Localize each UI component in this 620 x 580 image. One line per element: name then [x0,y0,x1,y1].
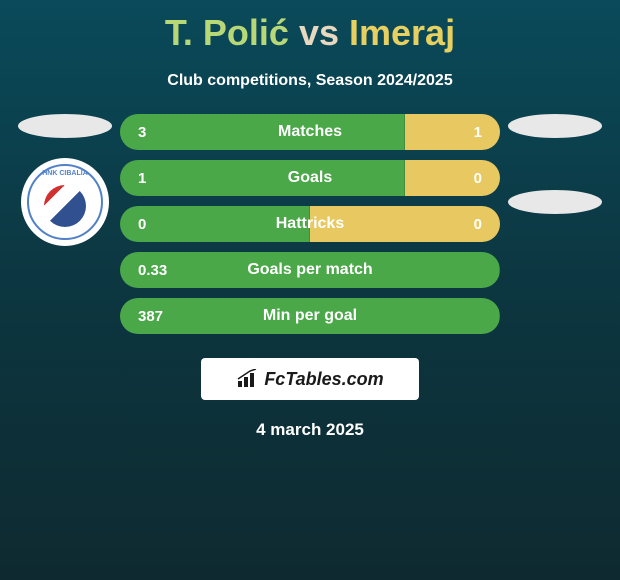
stat-label: Hattricks [178,215,442,233]
vs-text: vs [299,12,339,53]
stats-column: 3Matches11Goals00Hattricks00.33Goals per… [120,114,500,334]
stat-label: Goals per match [178,261,442,279]
stat-value-left: 387 [138,308,178,325]
right-side-column [500,114,610,334]
stat-content: 3Matches1 [120,123,500,141]
player1-club-logo: HNK CIBALIA [21,158,109,246]
stat-content: 1Goals0 [120,169,500,187]
stat-row: 0Hattricks0 [120,206,500,242]
stat-row: 1Goals0 [120,160,500,196]
stat-row: 3Matches1 [120,114,500,150]
stat-content: 0.33Goals per match [120,261,500,279]
player2-club-placeholder [508,190,602,214]
comparison-content: HNK CIBALIA 3Matches11Goals00Hattricks00… [0,114,620,334]
stat-value-right: 0 [442,170,482,187]
stat-row: 387Min per goal [120,298,500,334]
stat-label: Goals [178,169,442,187]
footer-brand-badge[interactable]: FcTables.com [201,358,419,400]
stat-label: Matches [178,123,442,141]
stat-label: Min per goal [178,307,442,325]
club-logo-name: HNK CIBALIA [42,170,88,177]
player2-name: Imeraj [349,12,455,53]
date-text: 4 march 2025 [0,420,620,440]
player1-photo-placeholder [18,114,112,138]
club-logo-ring: HNK CIBALIA [27,164,103,240]
stat-value-left: 3 [138,124,178,141]
stat-value-right: 0 [442,216,482,233]
stat-content: 0Hattricks0 [120,215,500,233]
left-side-column: HNK CIBALIA [10,114,120,334]
stat-row: 0.33Goals per match [120,252,500,288]
stat-value-right: 1 [442,124,482,141]
stat-value-left: 1 [138,170,178,187]
stat-value-left: 0.33 [138,262,178,279]
comparison-title: T. Polić vs Imeraj [0,0,620,54]
chart-icon [236,369,260,389]
footer-brand-text: FcTables.com [264,369,383,390]
subtitle: Club competitions, Season 2024/2025 [0,72,620,90]
stat-value-left: 0 [138,216,178,233]
player2-photo-placeholder [508,114,602,138]
player1-name: T. Polić [165,12,289,53]
club-logo-shield [44,185,86,227]
stat-content: 387Min per goal [120,307,500,325]
